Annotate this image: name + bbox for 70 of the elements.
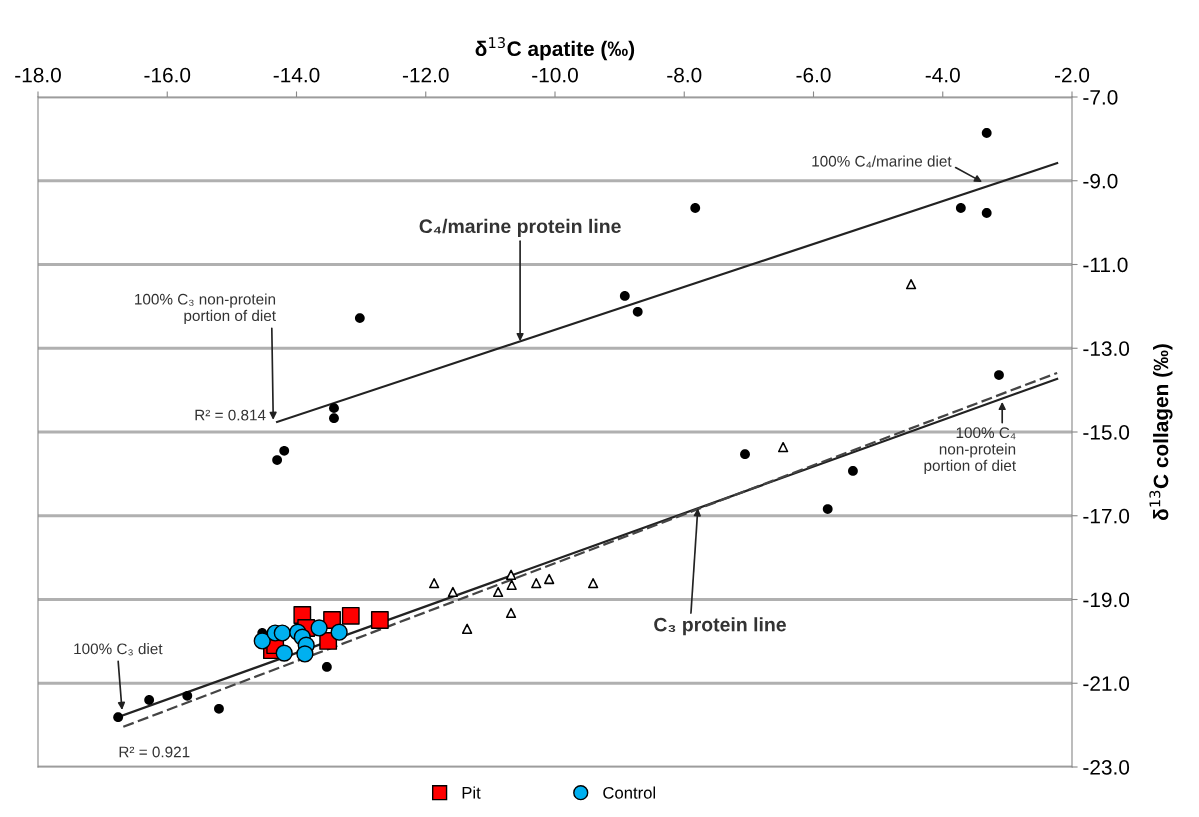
legend-label: Pit (462, 786, 481, 799)
point (144, 695, 155, 705)
point (587, 578, 599, 589)
point (370, 611, 389, 629)
point (272, 455, 283, 465)
point (531, 578, 542, 589)
point (321, 662, 332, 672)
point (182, 690, 193, 701)
point (740, 449, 750, 460)
point (354, 313, 365, 324)
y-tick-label: -7.0 (1083, 90, 1118, 105)
point (981, 128, 992, 138)
y-tick-label: -21.0 (1083, 676, 1130, 691)
point (822, 504, 833, 514)
point (619, 291, 630, 301)
legend-label: Control (603, 786, 656, 799)
point (310, 619, 328, 637)
point (690, 203, 701, 213)
point (632, 306, 643, 317)
point (273, 624, 291, 642)
y-tick-label: -17.0 (1083, 508, 1130, 524)
point (848, 466, 858, 476)
point (492, 586, 504, 598)
point (447, 586, 459, 598)
point (275, 644, 293, 662)
y-tick-label: -13.0 (1083, 341, 1130, 356)
point (341, 606, 360, 625)
x-tick-label: -8.0 (667, 67, 702, 83)
y-tick-label: -19.0 (1083, 592, 1130, 608)
x-tick-label: -14.0 (273, 67, 320, 83)
annotation: R² = 0.814 (195, 409, 266, 421)
x-tick-label: -18.0 (15, 67, 61, 83)
point (544, 573, 555, 585)
y-axis-title: δ$^{13}$C collagen (‰) (1149, 344, 1173, 521)
point (505, 607, 517, 619)
annotation: 100% C₄ non-protein portion of diet (924, 427, 1016, 474)
x-tick-label: -2.0 (1054, 67, 1090, 83)
point (981, 208, 992, 218)
x-axis-title: δ$^{13}$C apatite (‰) (475, 37, 635, 61)
x-tick-label: -16.0 (144, 67, 191, 83)
x-tick-label: -12.0 (402, 67, 449, 83)
point (329, 403, 339, 414)
point (113, 712, 124, 723)
y-tick-label: -15.0 (1083, 425, 1130, 440)
x-tick-label: -4.0 (925, 67, 960, 83)
point (214, 703, 224, 714)
point (329, 413, 339, 424)
annotation: C₃ protein line (654, 617, 786, 636)
y-tick-label: -11.0 (1083, 257, 1128, 273)
annotation: 100% C₃ non-protein portion of diet (135, 293, 276, 325)
x-tick-label: -10.0 (532, 67, 578, 83)
annotation: R² = 0.921 (119, 746, 190, 758)
annotation: C₄/marine protein line (419, 218, 621, 237)
point (461, 623, 473, 634)
point (506, 579, 517, 591)
point (994, 370, 1004, 380)
annotation: 100% C₄/marine diet (812, 155, 952, 168)
y-tick-label: -9.0 (1083, 173, 1118, 189)
point (253, 632, 271, 650)
point (428, 578, 440, 589)
point (279, 445, 290, 456)
y-tick-label: -23.0 (1083, 760, 1130, 775)
point (330, 623, 348, 641)
point (905, 279, 917, 290)
x-tick-label: -6.0 (796, 67, 831, 83)
point (955, 203, 966, 213)
point (296, 645, 314, 663)
point (505, 569, 517, 580)
point (777, 441, 789, 453)
annotation: 100% C₃ diet (74, 643, 163, 656)
